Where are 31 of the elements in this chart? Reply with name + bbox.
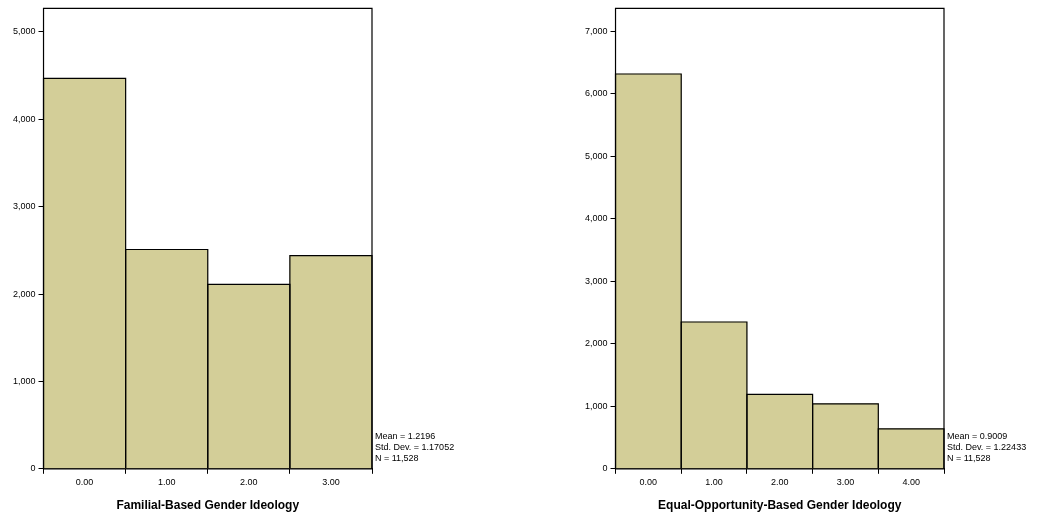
x-tick-label: 1.00 <box>157 476 176 487</box>
y-tick-label: 0 <box>30 463 36 474</box>
y-tick-label: 4,000 <box>12 113 36 124</box>
y-tick-label: 2,000 <box>584 338 608 349</box>
text: Std. Dev. = 1.22433 <box>947 441 1027 452</box>
y-tick-label: 6,000 <box>584 88 608 99</box>
y-tick-label: 1,000 <box>584 400 608 411</box>
x-tick-label: 0.00 <box>75 476 94 487</box>
y-tick-label: 0 <box>602 463 608 474</box>
y-tick-label: 1,000 <box>12 375 36 386</box>
x-axis-title: Equal-Opportunity-Based Gender Ideology <box>658 498 902 513</box>
y-tick-label: 5,000 <box>12 26 36 37</box>
x-tick-label: 0.00 <box>639 476 658 487</box>
x-tick-label: 2.00 <box>240 476 258 487</box>
y-tick-label: 3,000 <box>12 201 36 212</box>
text: Std. Dev. = 1.17052 <box>375 441 455 452</box>
x-tick-label: 4.00 <box>902 476 920 487</box>
y-tick-label: 7,000 <box>584 26 608 36</box>
text: Mean = 1.2196 <box>375 430 436 441</box>
text: N = 11,528 <box>375 452 419 463</box>
y-tick-label: 4,000 <box>584 213 608 224</box>
text: Mean = 0.9009 <box>947 430 1008 441</box>
x-tick-label: 3.00 <box>322 476 340 487</box>
y-tick-label: 3,000 <box>584 275 608 286</box>
y-tick-label: 2,000 <box>12 288 36 299</box>
x-tick-label: 3.00 <box>836 476 855 487</box>
text: N = 11,528 <box>947 452 991 463</box>
x-tick-label: 2.00 <box>771 476 789 487</box>
x-tick-label: 1.00 <box>705 476 723 487</box>
y-tick-label: 5,000 <box>584 150 608 161</box>
x-axis-title: Familial-Based Gender Ideology <box>116 498 300 513</box>
